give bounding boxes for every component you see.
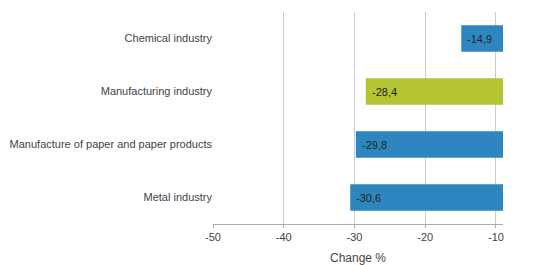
svg-text:-50: -50 xyxy=(205,231,221,243)
svg-text:Metal industry: Metal industry xyxy=(144,191,213,203)
svg-text:-30: -30 xyxy=(347,231,363,243)
svg-text:-28,4: -28,4 xyxy=(372,86,397,98)
svg-text:Change %: Change % xyxy=(330,251,386,265)
svg-text:-14,9: -14,9 xyxy=(467,33,492,45)
svg-text:Manufacture of paper and paper: Manufacture of paper and paper products xyxy=(10,138,213,150)
svg-text:Chemical industry: Chemical industry xyxy=(125,32,213,44)
svg-text:Manufacturing industry: Manufacturing industry xyxy=(101,85,213,97)
svg-text:-10: -10 xyxy=(488,231,504,243)
svg-text:-30,6: -30,6 xyxy=(356,192,381,204)
svg-text:-40: -40 xyxy=(276,231,292,243)
svg-text:-29,8: -29,8 xyxy=(362,139,387,151)
svg-text:-20: -20 xyxy=(417,231,433,243)
